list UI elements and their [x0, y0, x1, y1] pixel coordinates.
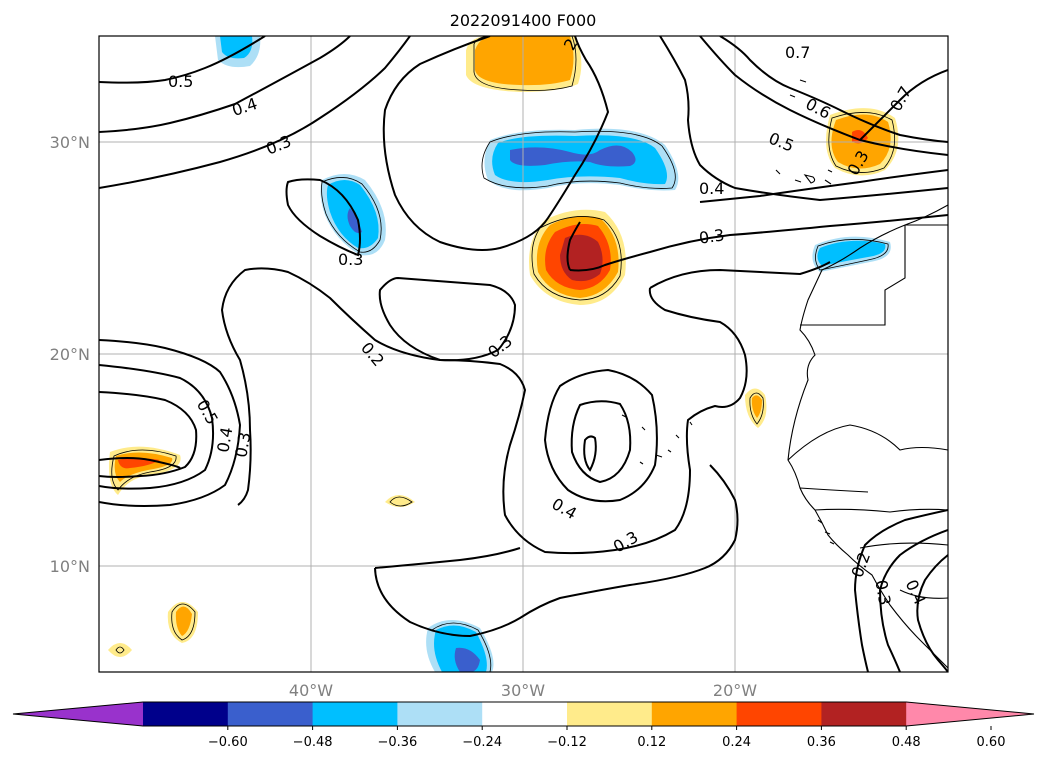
contour-label: 0.7: [785, 43, 810, 62]
lat-label-10n: 10°N: [50, 557, 90, 576]
colorbar: −0.60 −0.48 −0.36 −0.24 −0.12 0.12 0.24 0.36 0.4…: [12, 701, 1035, 750]
gridlines: [99, 36, 948, 672]
colorbar-tick-label: −0.24: [462, 735, 502, 750]
contour-label: 0.4: [213, 426, 236, 454]
colorbar-segment: [312, 702, 398, 726]
latitude-labels: 30°N 20°N 10°N: [50, 133, 90, 576]
contour-label: 0.3: [338, 250, 363, 269]
map-title: 2022091400 F000: [450, 11, 597, 30]
lat-label-20n: 20°N: [50, 345, 90, 364]
colorbar-tick-label: −0.12: [547, 735, 587, 750]
colorbar-segment: [651, 702, 738, 726]
anomaly-outlines: [111, 36, 896, 672]
colorbar-segment: [736, 702, 822, 726]
colorbar-segment: [227, 702, 314, 726]
colorbar-segment: [143, 702, 229, 726]
lon-label-20w: 20°W: [713, 681, 757, 700]
contour-lines: [99, 36, 948, 672]
colorbar-segment: [567, 702, 653, 726]
colorbar-segment: [482, 702, 568, 726]
contour-label: 0.4: [699, 179, 724, 198]
contour-label: 0.3: [698, 225, 726, 247]
contour-label: 0.3: [231, 431, 254, 459]
contour-label: 0.5: [168, 72, 193, 91]
colorbar-segment: [821, 702, 907, 726]
colorbar-tick-label: −0.36: [377, 735, 417, 750]
map-panel: 0.5 0.4 0.3 0.3 0.2 0.3 0.3 0.4 0.3 0.5 …: [99, 36, 948, 672]
lon-label-40w: 40°W: [289, 681, 333, 700]
shaded-anomalies: [108, 36, 899, 672]
lon-label-30w: 30°W: [501, 681, 545, 700]
colorbar-tick-label: 0.60: [977, 735, 1006, 750]
colorbar-tick-label: 0.24: [722, 735, 751, 750]
colorbar-extend-high: [906, 702, 1034, 726]
longitude-labels: 40°W 30°W 20°W: [289, 681, 757, 700]
lat-label-30n: 30°N: [50, 133, 90, 152]
colorbar-outline: [12, 701, 1035, 727]
colorbar-tick-label: 0.12: [637, 735, 666, 750]
colorbar-tick-label: 0.48: [892, 735, 921, 750]
colorbar-segment: [397, 702, 483, 726]
colorbar-tick-label: 0.36: [807, 735, 836, 750]
contour-label: 0.3: [871, 578, 894, 606]
colorbar-extend-low: [13, 702, 143, 726]
map-frame: [98, 35, 949, 673]
colorbar-tick-label: −0.60: [208, 735, 248, 750]
colorbar-tick-label: −0.48: [293, 735, 333, 750]
